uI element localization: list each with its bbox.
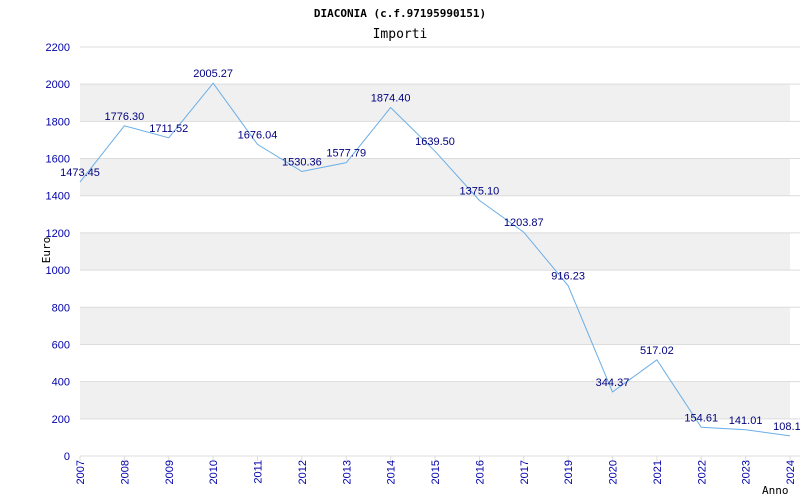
y-tick-label: 800 [52, 302, 70, 314]
y-tick-label: 1000 [46, 265, 70, 277]
series-line [79, 82, 791, 437]
data-labels: 1473.45 1776.30 1711.52 2005.27 1676.04 1530.… [60, 68, 800, 433]
data-label: 1639.50 [415, 136, 455, 148]
grid-lines [79, 46, 800, 461]
x-tick-label: 2024 [785, 460, 797, 484]
data-label: 141.01 [729, 415, 763, 427]
y-tick-label: 0 [64, 451, 70, 463]
data-label: 1577.79 [326, 148, 366, 160]
chart-title: DIACONIA (c.f.97195990151) [314, 7, 486, 20]
data-label: 2005.27 [193, 68, 233, 80]
y-axis-label: Euro [40, 237, 53, 264]
x-tick-label: 2022 [696, 460, 708, 484]
x-tick-label: 2013 [341, 460, 353, 484]
data-label: 1203.87 [504, 217, 544, 229]
plot-band [80, 158, 790, 196]
plot-band [80, 84, 790, 122]
y-tick-label: 1400 [46, 191, 70, 203]
plot-band [80, 232, 790, 271]
plot-bands [80, 84, 790, 419]
x-tick-label: 2014 [386, 460, 398, 484]
x-tick-label: 2015 [430, 460, 442, 484]
y-tick-label: 400 [52, 377, 70, 389]
x-tick-label: 2019 [563, 460, 575, 484]
data-label: 1676.04 [238, 129, 278, 141]
y-tick-label: 200 [52, 414, 70, 426]
data-label: 1473.45 [60, 167, 100, 179]
x-tick-label: 2017 [519, 460, 531, 484]
data-label: 1711.52 [149, 123, 188, 135]
x-tick-label: 2012 [297, 460, 309, 484]
y-tick-label: 600 [52, 339, 70, 351]
data-label: 1530.36 [282, 156, 322, 168]
data-label: 1874.40 [371, 93, 411, 105]
x-tick-label: 2020 [608, 460, 620, 484]
data-label: 154.61 [684, 412, 718, 424]
tick-labels: 0 200 400 600 800 1000 1200 1400 1600 1800 2000 220… [46, 42, 797, 484]
data-label: 916.23 [551, 271, 585, 283]
x-tick-label: 2021 [652, 460, 664, 484]
data-label: 517.02 [640, 345, 674, 357]
data-label: 344.37 [596, 377, 630, 389]
chart-subtitle: Importi [373, 27, 428, 42]
data-label: 1776.30 [104, 111, 144, 123]
x-axis-label: Anno [762, 484, 789, 497]
x-tick-label: 2023 [741, 460, 753, 484]
y-tick-label: 2200 [46, 42, 70, 54]
x-tick-label: 2007 [75, 460, 87, 484]
x-tick-label: 2016 [474, 460, 486, 484]
x-tick-label: 2010 [208, 460, 220, 484]
data-label: 1375.10 [459, 185, 499, 197]
y-tick-label: 1800 [46, 116, 70, 128]
x-tick-label: 2011 [253, 460, 265, 484]
y-tick-label: 1600 [46, 154, 70, 166]
y-tick-label: 1200 [46, 228, 70, 240]
x-tick-label: 2009 [164, 460, 176, 484]
y-tick-label: 2000 [46, 79, 70, 91]
x-tick-label: 2008 [119, 460, 131, 484]
data-label: 108.10 [773, 421, 800, 433]
plot-band [80, 307, 790, 345]
plot-band [80, 381, 790, 419]
